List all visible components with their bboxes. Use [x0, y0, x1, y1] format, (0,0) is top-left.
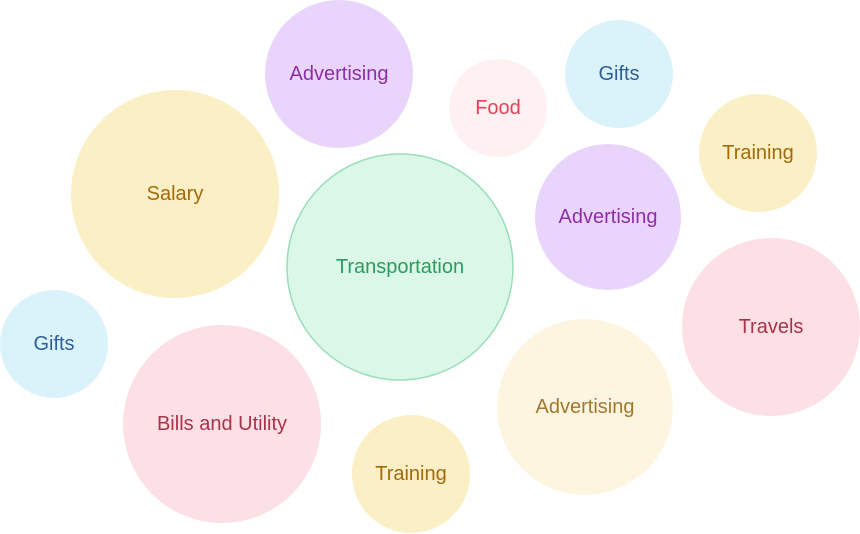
bubble-label-travels: Travels	[739, 316, 804, 338]
bubble-travels[interactable]	[682, 238, 860, 416]
bubble-training[interactable]	[699, 94, 817, 212]
bubble-gifts[interactable]	[565, 20, 673, 128]
bubble-label-bills-and-utility: Bills and Utility	[157, 413, 287, 435]
bubble-label-advertising: Advertising	[559, 206, 658, 228]
bubble-label-food: Food	[475, 97, 521, 119]
bubble-salary[interactable]	[71, 90, 279, 298]
bubble-label-advertising: Advertising	[290, 63, 389, 85]
bubble-transportation[interactable]	[286, 153, 514, 381]
bubble-advertising[interactable]	[497, 319, 673, 495]
bubble-gifts[interactable]	[0, 290, 108, 398]
bubble-advertising[interactable]	[265, 0, 413, 148]
bubble-label-advertising: Advertising	[536, 396, 635, 418]
bubble-food[interactable]	[449, 59, 547, 157]
bubble-label-transportation: Transportation	[336, 256, 464, 278]
bubble-label-salary: Salary	[147, 183, 204, 205]
bubble-advertising[interactable]	[535, 144, 681, 290]
bubble-label-training: Training	[722, 142, 794, 164]
bubble-label-training: Training	[375, 463, 447, 485]
bubble-label-gifts: Gifts	[598, 63, 639, 85]
bubble-label-gifts: Gifts	[33, 333, 74, 355]
bubble-training[interactable]	[352, 415, 470, 533]
bubble-bills-and-utility[interactable]	[123, 325, 321, 523]
